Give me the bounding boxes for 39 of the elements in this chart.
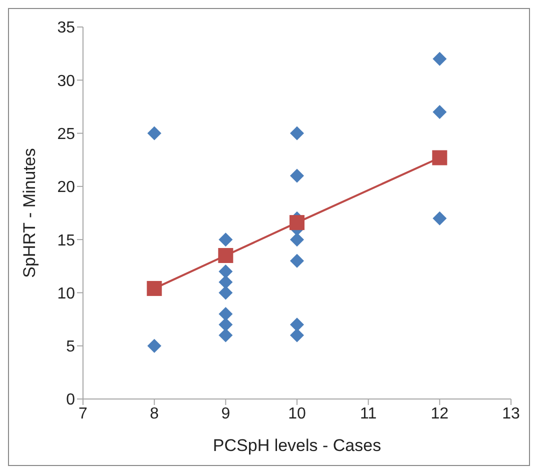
point bbox=[218, 275, 233, 290]
point bbox=[432, 150, 448, 166]
point bbox=[432, 52, 447, 66]
point bbox=[290, 215, 304, 230]
point bbox=[147, 126, 162, 140]
point bbox=[146, 280, 162, 296]
point bbox=[432, 105, 447, 120]
point bbox=[147, 338, 162, 353]
y-axis-title: SpHRT - Minutes bbox=[20, 148, 40, 278]
y-tick-label: 35 bbox=[57, 20, 76, 37]
point bbox=[290, 318, 304, 332]
y-tick-label: 15 bbox=[57, 232, 76, 250]
x-tick-label: 13 bbox=[502, 405, 520, 422]
point bbox=[218, 328, 233, 342]
y-tick-label: 10 bbox=[57, 285, 76, 302]
x-tick-label: 8 bbox=[150, 405, 159, 422]
point bbox=[218, 318, 233, 332]
x-tick-label: 10 bbox=[288, 405, 306, 422]
point bbox=[218, 306, 233, 321]
point bbox=[218, 286, 233, 300]
point bbox=[218, 232, 233, 247]
y-tick-label: 25 bbox=[57, 126, 76, 143]
y-tick-label: 0 bbox=[66, 392, 76, 409]
x-axis-title: PCSpH levels - Cases bbox=[212, 436, 382, 455]
point bbox=[290, 328, 304, 342]
y-tick-label: 20 bbox=[57, 179, 76, 196]
point bbox=[290, 168, 304, 183]
point bbox=[290, 126, 304, 140]
point bbox=[432, 211, 447, 226]
y-tick-label: 5 bbox=[66, 338, 76, 356]
y-tick-label: 30 bbox=[57, 72, 76, 90]
x-tick-label: 9 bbox=[221, 405, 230, 422]
point bbox=[290, 254, 304, 268]
point bbox=[218, 248, 234, 264]
x-tick-label: 7 bbox=[78, 405, 88, 422]
x-tick-label: 11 bbox=[360, 405, 377, 422]
point bbox=[218, 264, 233, 278]
point bbox=[290, 232, 304, 247]
x-tick-label: 12 bbox=[430, 405, 449, 422]
